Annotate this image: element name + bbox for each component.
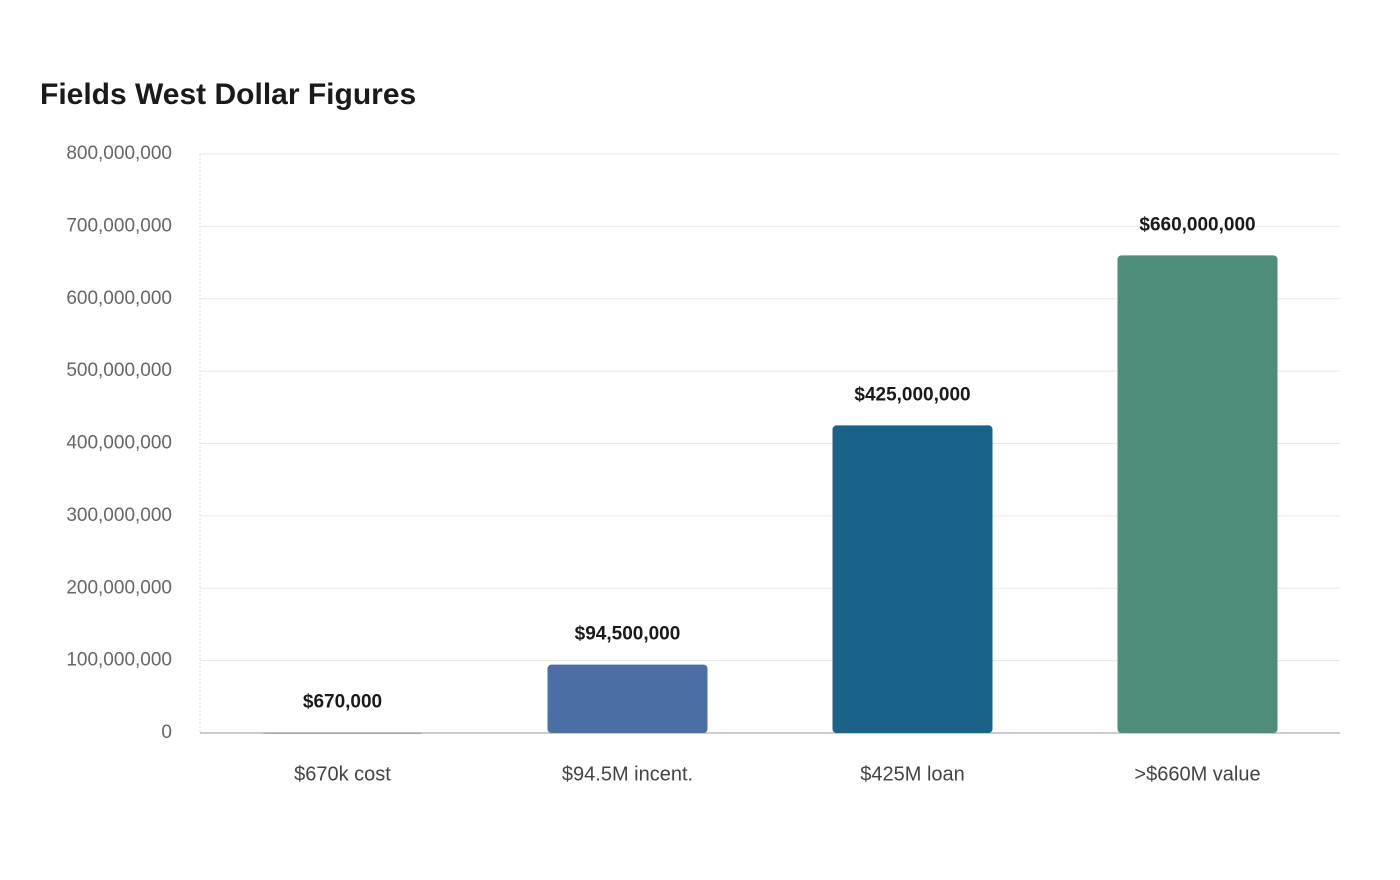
y-tick-label: 300,000,000 bbox=[66, 505, 172, 526]
value-label: $425,000,000 bbox=[854, 384, 970, 405]
value-label: $94,500,000 bbox=[575, 624, 681, 645]
value-label: $670,000 bbox=[303, 692, 382, 713]
y-tick-label: 400,000,000 bbox=[66, 433, 172, 454]
x-tick-label: $94.5M incent. bbox=[562, 763, 693, 785]
bar bbox=[832, 425, 993, 733]
x-tick-label: $425M loan bbox=[860, 763, 965, 785]
y-tick-label: 500,000,000 bbox=[66, 360, 172, 381]
y-tick-label: 100,000,000 bbox=[66, 650, 172, 671]
y-tick-label: 0 bbox=[161, 722, 172, 743]
bar bbox=[547, 664, 708, 733]
bar bbox=[262, 732, 423, 735]
y-tick-label: 600,000,000 bbox=[66, 288, 172, 309]
bar bbox=[1117, 255, 1278, 733]
value-label: $660,000,000 bbox=[1139, 214, 1255, 235]
y-tick-label: 200,000,000 bbox=[66, 577, 172, 598]
y-tick-label: 800,000,000 bbox=[66, 143, 172, 164]
x-tick-label: $670k cost bbox=[294, 763, 391, 785]
chart-title: Fields West Dollar Figures bbox=[40, 78, 416, 111]
y-tick-label: 700,000,000 bbox=[66, 215, 172, 236]
x-tick-label: >$660M value bbox=[1134, 763, 1260, 785]
